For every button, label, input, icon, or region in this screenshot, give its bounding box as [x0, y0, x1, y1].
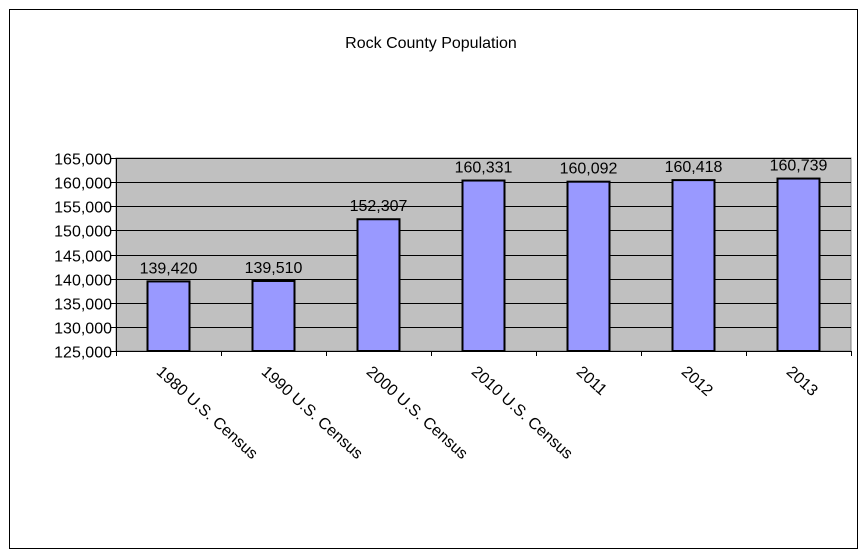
y-tick-label: 160,000	[54, 176, 112, 193]
data-label: 160,739	[770, 158, 828, 175]
x-tick-label: 2012	[678, 363, 716, 400]
y-tick-label: 140,000	[54, 273, 112, 290]
data-label: 152,307	[350, 198, 408, 215]
data-label: 139,420	[140, 260, 198, 277]
data-label: 160,092	[560, 161, 618, 178]
y-tick-label: 130,000	[54, 321, 112, 338]
y-tick-label: 165,000	[54, 152, 112, 169]
bar	[461, 179, 506, 352]
bar	[146, 280, 191, 352]
bar	[566, 180, 611, 352]
y-tick-label: 125,000	[54, 345, 112, 362]
bar	[251, 279, 296, 353]
y-tick-label: 145,000	[54, 249, 112, 266]
bar	[671, 179, 716, 352]
data-label: 160,418	[665, 159, 723, 176]
bar	[776, 177, 821, 352]
x-tick-label: 2000 U.S. Census	[363, 363, 471, 463]
bar	[356, 218, 401, 352]
x-tick-label: 2013	[783, 363, 821, 400]
x-tick-label: 1990 U.S. Census	[258, 363, 366, 463]
x-tick-label: 1980 U.S. Census	[153, 363, 261, 463]
y-tick-label: 150,000	[54, 224, 112, 241]
chart-title: Rock County Population	[345, 35, 517, 52]
data-label: 139,510	[245, 260, 303, 277]
x-tick-label: 2010 U.S. Census	[468, 363, 576, 463]
y-tick-label: 135,000	[54, 297, 112, 314]
y-tick-label: 155,000	[54, 200, 112, 217]
x-tick-label: 2011	[573, 363, 610, 399]
data-label: 160,331	[455, 160, 513, 177]
